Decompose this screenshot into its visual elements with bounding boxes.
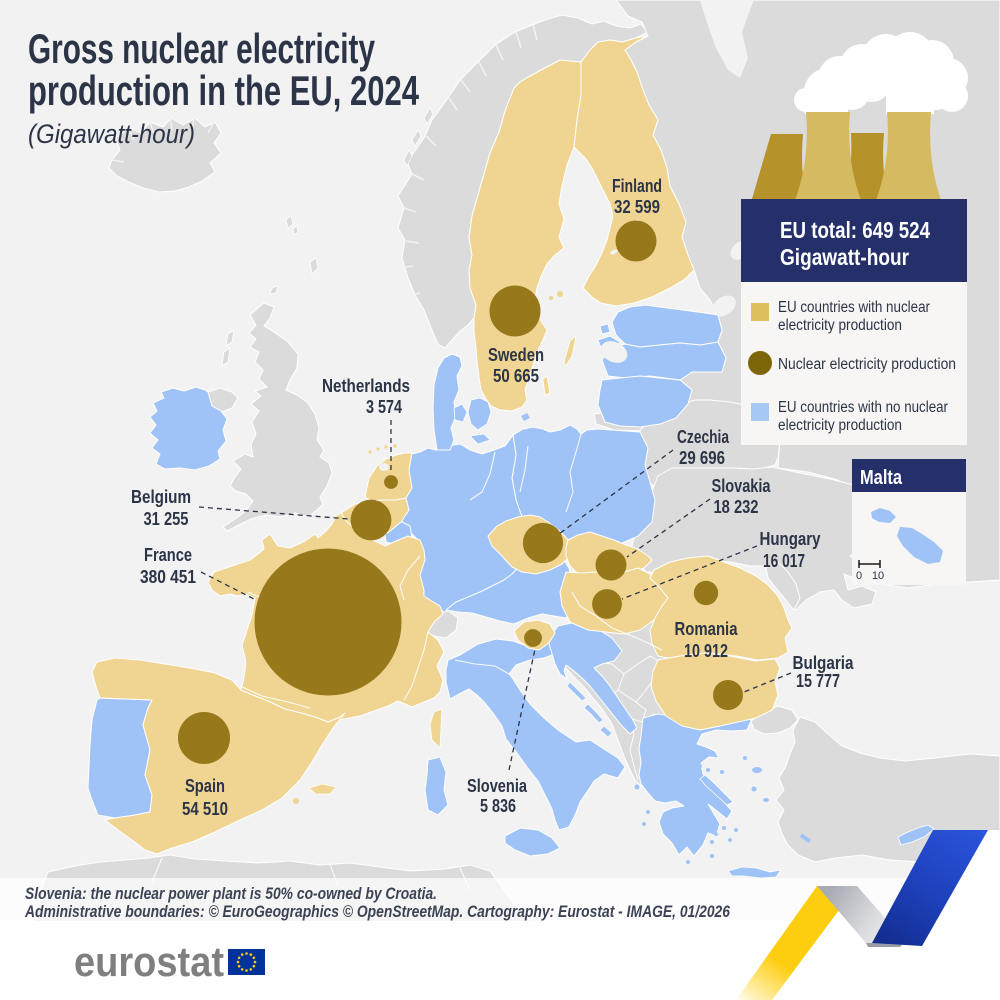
svg-text:15 777: 15 777 <box>796 670 840 691</box>
svg-text:31 255: 31 255 <box>144 508 189 529</box>
svg-text:Hungary: Hungary <box>760 528 822 549</box>
svg-text:Slovenia: Slovenia <box>467 775 528 796</box>
svg-text:Finland: Finland <box>612 175 662 196</box>
svg-text:France: France <box>144 544 192 565</box>
svg-text:Romania: Romania <box>675 618 739 639</box>
svg-text:Belgium: Belgium <box>131 486 191 507</box>
svg-text:0: 0 <box>856 570 862 582</box>
svg-text:10 912: 10 912 <box>684 640 728 661</box>
svg-text:electricity production: electricity production <box>778 317 902 334</box>
svg-text:Nuclear electricity production: Nuclear electricity production <box>778 356 956 373</box>
svg-text:10: 10 <box>872 570 884 582</box>
svg-text:(Gigawatt-hour): (Gigawatt-hour) <box>28 119 195 149</box>
svg-text:Netherlands: Netherlands <box>322 375 410 396</box>
svg-text:Slovenia: the nuclear power pl: Slovenia: the nuclear power plant is 50%… <box>25 885 437 903</box>
svg-text:Administrative boundaries: © E: Administrative boundaries: © EuroGeograp… <box>24 903 731 921</box>
svg-text:3 574: 3 574 <box>366 396 403 417</box>
svg-text:EU countries with no nuclear: EU countries with no nuclear <box>778 399 948 416</box>
svg-text:Bulgaria: Bulgaria <box>793 652 855 673</box>
svg-text:Malta: Malta <box>860 467 903 489</box>
svg-text:electricity production: electricity production <box>778 417 902 434</box>
svg-text:50 665: 50 665 <box>493 365 539 386</box>
svg-text:eurostat: eurostat <box>74 938 224 985</box>
svg-text:Spain: Spain <box>185 775 225 796</box>
svg-text:54 510: 54 510 <box>182 798 228 819</box>
svg-text:EU total: 649 524: EU total: 649 524 <box>780 217 930 243</box>
svg-text:Gross nuclear electricity: Gross nuclear electricity <box>28 25 375 72</box>
svg-text:EU countries with nuclear: EU countries with nuclear <box>778 299 930 316</box>
svg-text:Slovakia: Slovakia <box>712 475 772 496</box>
svg-text:18 232: 18 232 <box>714 496 759 517</box>
svg-text:Gigawatt-hour: Gigawatt-hour <box>780 244 909 270</box>
svg-text:5 836: 5 836 <box>480 795 516 816</box>
svg-text:32 599: 32 599 <box>614 196 660 217</box>
svg-text:29 696: 29 696 <box>679 447 725 468</box>
svg-text:380 451: 380 451 <box>140 566 196 587</box>
svg-text:Czechia: Czechia <box>677 426 730 447</box>
svg-text:16 017: 16 017 <box>763 550 805 571</box>
svg-text:Sweden: Sweden <box>488 344 544 365</box>
svg-text:production in the EU, 2024: production in the EU, 2024 <box>28 67 419 114</box>
